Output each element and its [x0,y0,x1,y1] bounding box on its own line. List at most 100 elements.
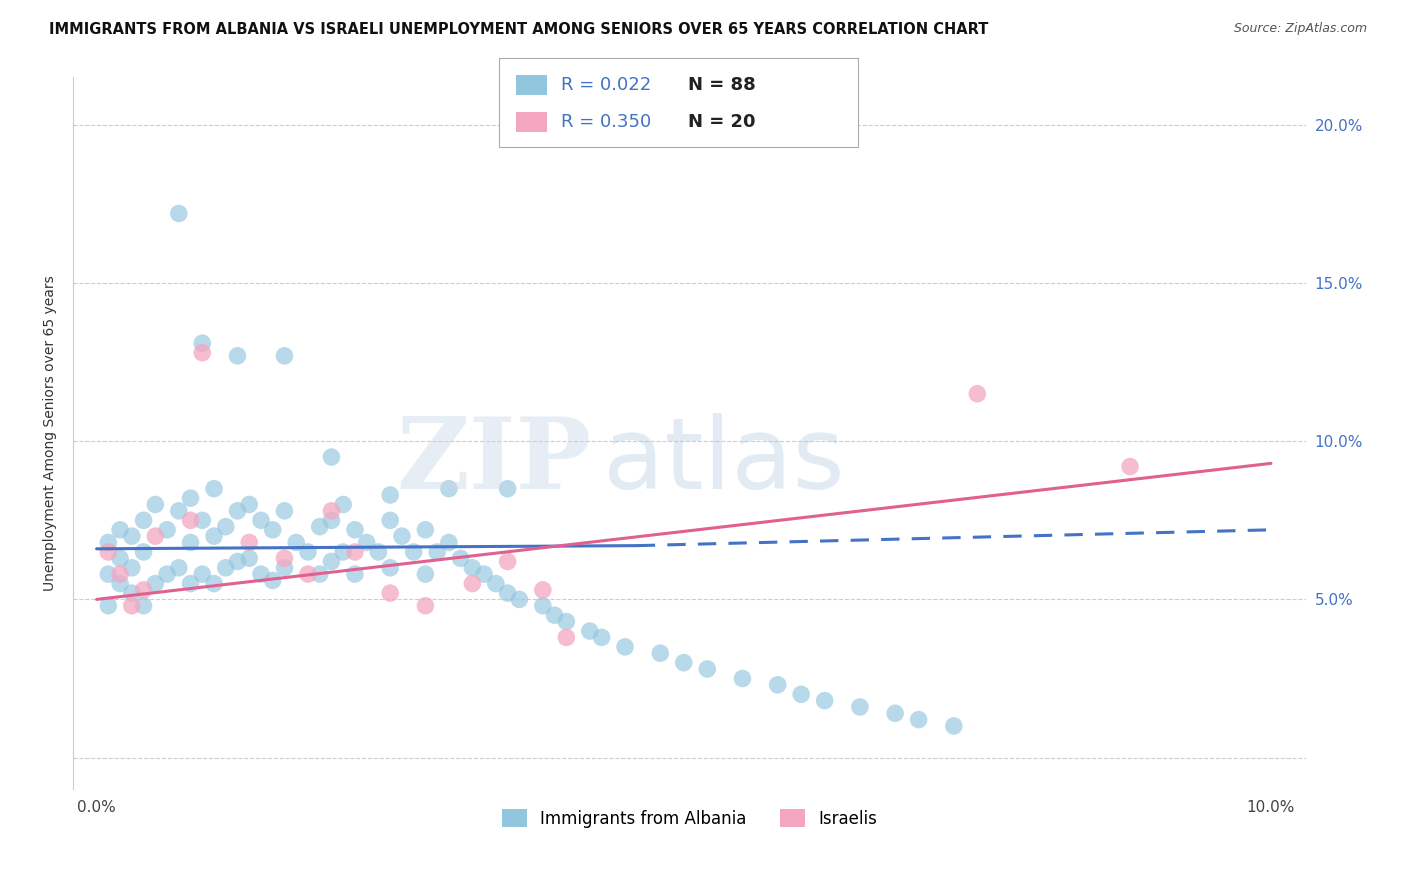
Point [531,599,554,613]
Text: R = 0.022: R = 0.022 [561,76,651,94]
Point [167,561,190,575]
Point [121,599,143,613]
Point [321,513,343,527]
Point [380,488,402,502]
Point [496,554,519,568]
Point [262,523,284,537]
Point [380,586,402,600]
Point [297,545,319,559]
Point [215,561,238,575]
Text: atlas: atlas [603,413,845,510]
Point [273,561,295,575]
Point [273,551,295,566]
Point [191,345,214,359]
Point [156,567,179,582]
Point [614,640,637,654]
Point [367,545,389,559]
Point [108,567,131,582]
Point [766,678,789,692]
Point [180,513,202,527]
Point [426,545,449,559]
Point [391,529,413,543]
Point [108,576,131,591]
Point [578,624,600,638]
Point [202,529,225,543]
Point [343,567,366,582]
Point [790,687,813,701]
Point [531,582,554,597]
Point [321,554,343,568]
Point [731,672,754,686]
Point [143,576,166,591]
Point [238,535,260,549]
Text: ZIP: ZIP [396,413,591,510]
Point [167,504,190,518]
Point [496,482,519,496]
Point [415,599,437,613]
Point [191,336,214,351]
Point [380,513,402,527]
Point [226,504,249,518]
Point [250,567,273,582]
Point [343,523,366,537]
Point [97,535,120,549]
Point [1119,459,1142,474]
Text: N = 88: N = 88 [688,76,755,94]
Point [238,551,260,566]
Point [591,631,613,645]
Point [297,567,319,582]
Point [143,529,166,543]
Point [97,545,120,559]
Point [415,567,437,582]
Point [226,554,249,568]
Point [97,599,120,613]
Point [250,513,273,527]
Point [180,535,202,549]
Point [461,561,484,575]
Point [415,523,437,537]
Point [508,592,530,607]
Point [285,535,308,549]
Point [132,582,155,597]
Point [437,535,460,549]
Text: Source: ZipAtlas.com: Source: ZipAtlas.com [1233,22,1367,36]
Point [273,504,295,518]
Point [543,608,565,623]
Point [472,567,495,582]
Point [343,545,366,559]
Text: IMMIGRANTS FROM ALBANIA VS ISRAELI UNEMPLOYMENT AMONG SENIORS OVER 65 YEARS CORR: IMMIGRANTS FROM ALBANIA VS ISRAELI UNEMP… [49,22,988,37]
Point [437,482,460,496]
Point [132,513,155,527]
Point [273,349,295,363]
Point [121,586,143,600]
Point [180,491,202,505]
Point [97,567,120,582]
Point [226,349,249,363]
Point [332,545,354,559]
Point [461,576,484,591]
Point [321,450,343,464]
Point [215,519,238,533]
Point [672,656,695,670]
Point [308,567,330,582]
Point [884,706,907,721]
Point [555,631,578,645]
Point [132,599,155,613]
Point [402,545,425,559]
Point [485,576,508,591]
Point [108,523,131,537]
Point [308,519,330,533]
Point [132,545,155,559]
Point [849,700,872,714]
Point [121,529,143,543]
Point [238,498,260,512]
Point [450,551,472,566]
Point [108,551,131,566]
Point [555,615,578,629]
Text: R = 0.350: R = 0.350 [561,113,651,131]
Point [496,586,519,600]
Point [191,513,214,527]
Point [202,576,225,591]
Point [814,693,837,707]
Point [907,713,929,727]
